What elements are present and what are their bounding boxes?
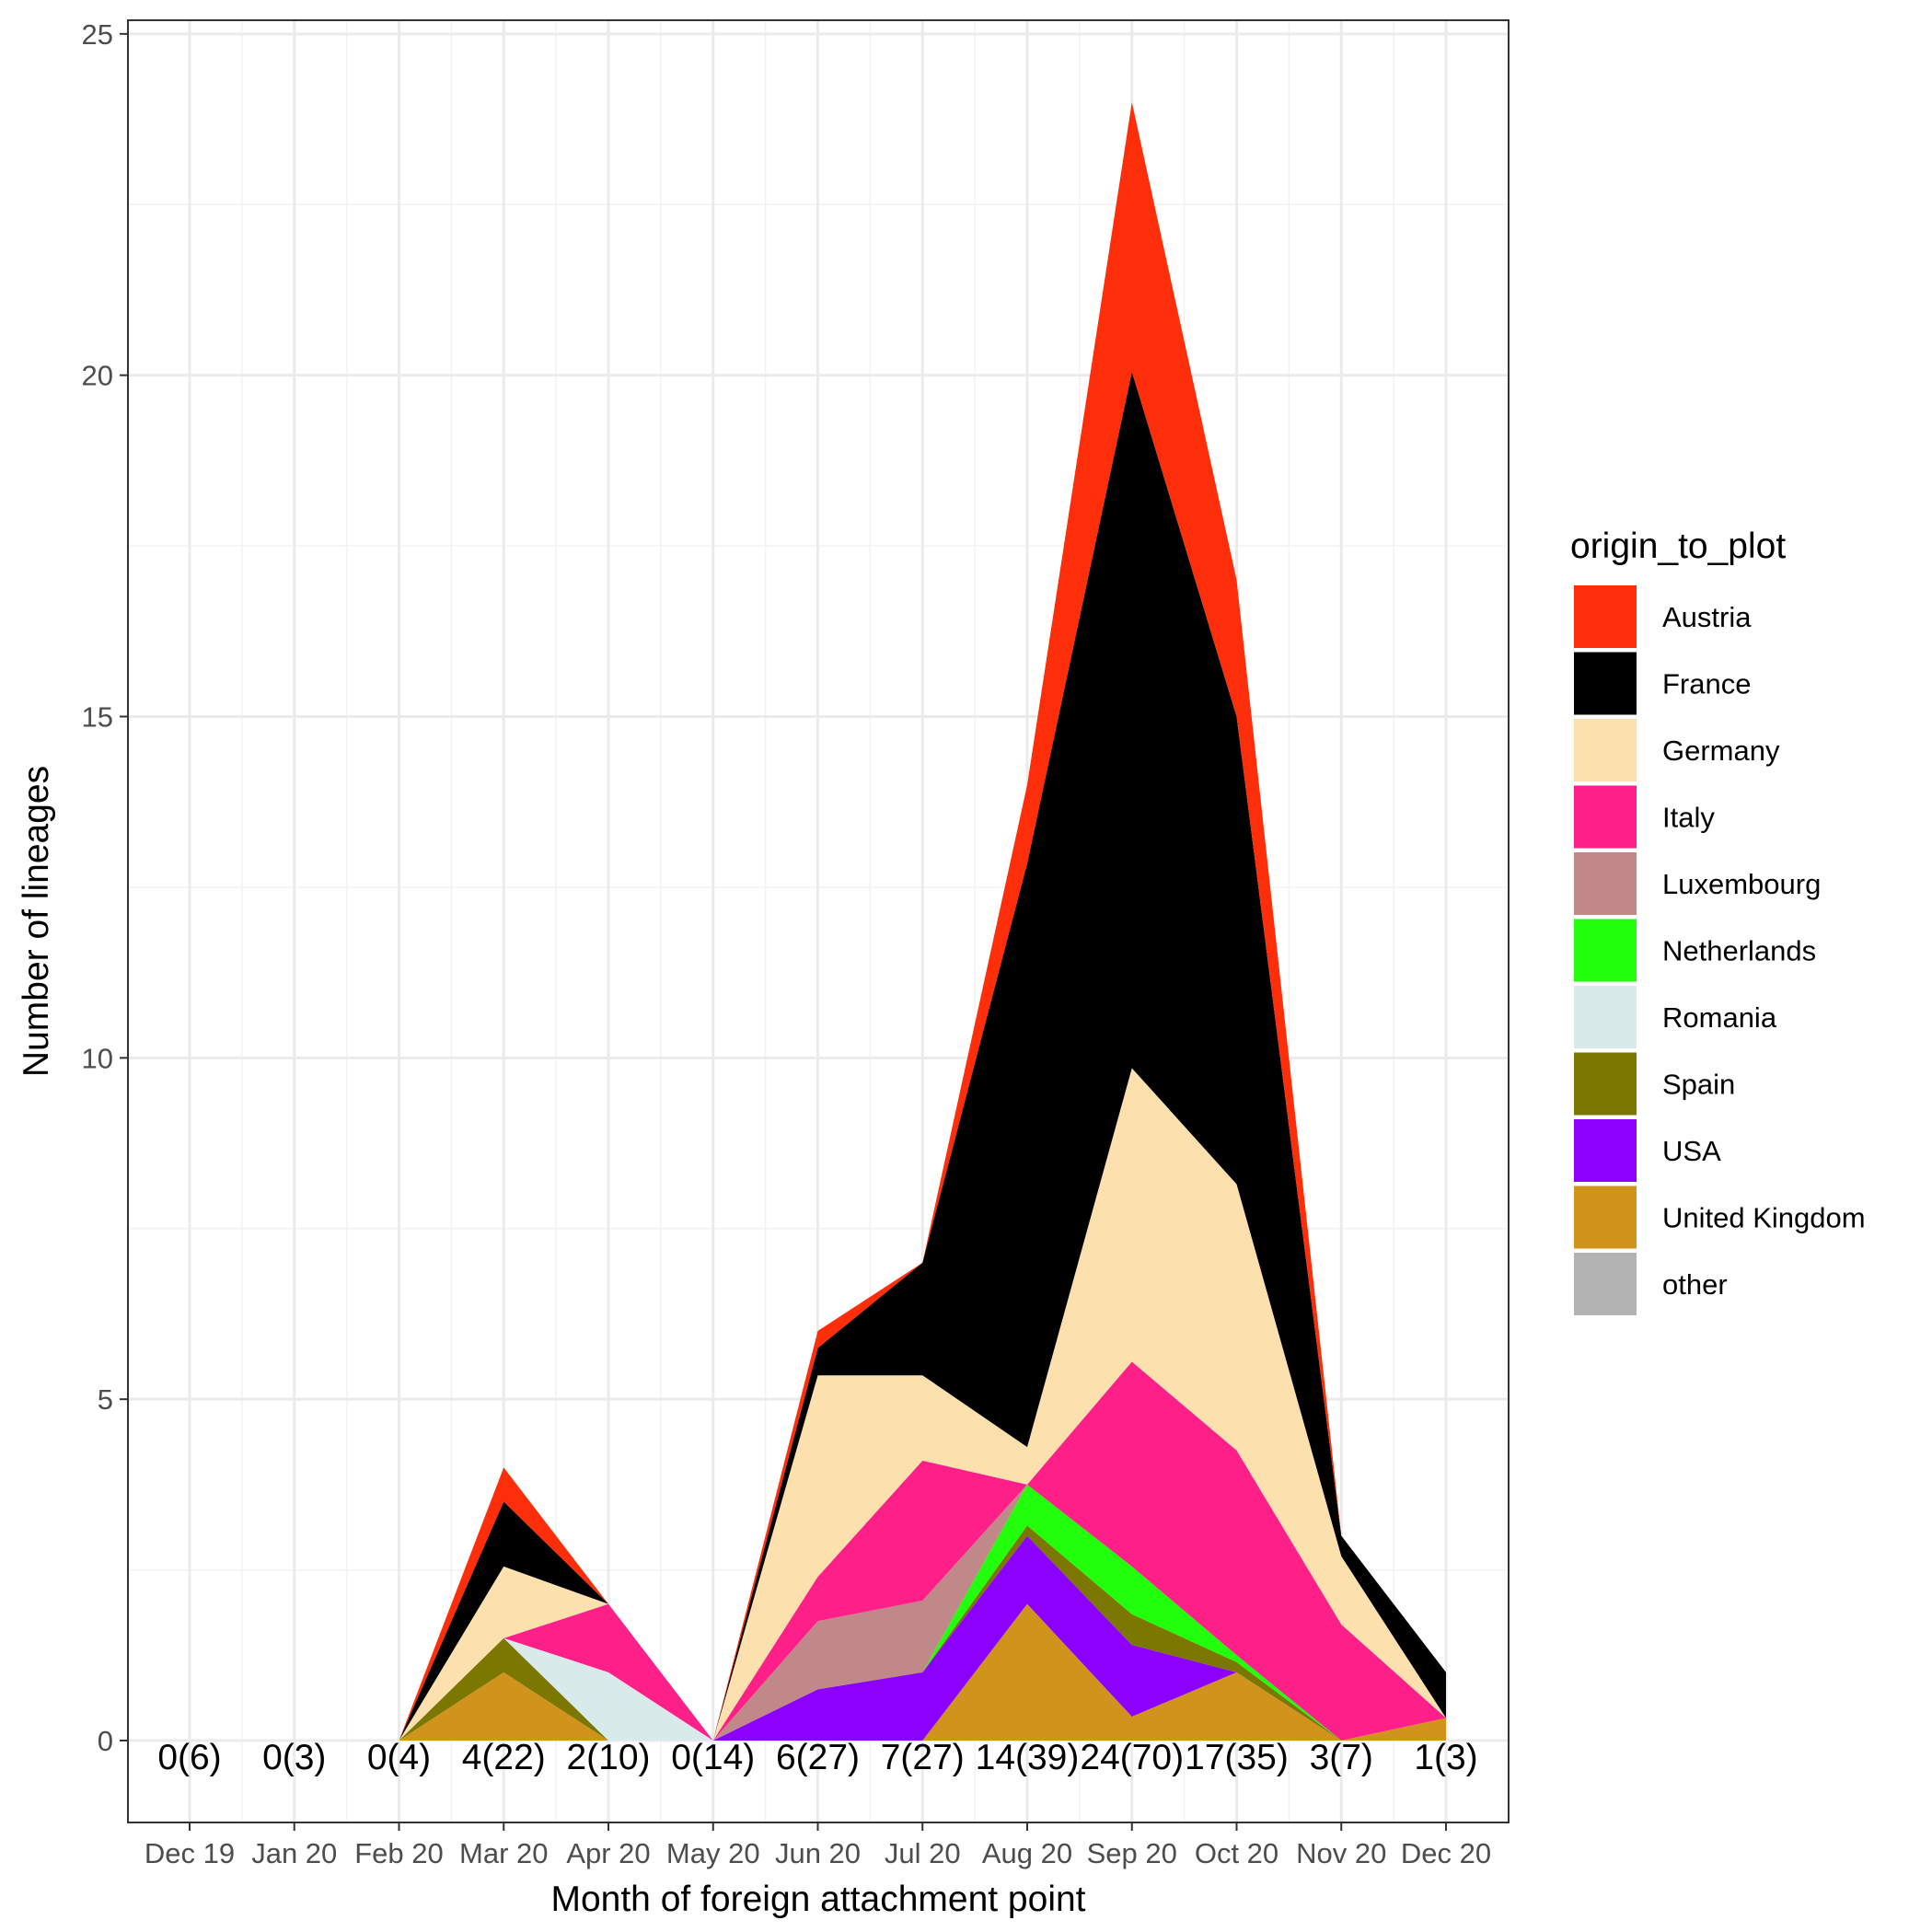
count-labels: 0(6) 0(3) 0(4) 4(22) 2(10) 0(14) 6(27) 7(27) 14(… <box>157 1738 1477 1777</box>
y-axis-title: Number of lineages <box>17 766 56 1077</box>
legend-key-france <box>1574 652 1637 715</box>
count-label: 0(14) <box>671 1738 755 1777</box>
count-label: 1(3) <box>1414 1738 1477 1777</box>
area-italy <box>190 1361 1446 1741</box>
legend-key-austria <box>1574 585 1637 648</box>
legend-title: origin_to_plot <box>1570 526 1786 566</box>
count-label: 6(27) <box>776 1738 860 1777</box>
x-tick-label: Sep 20 <box>1087 1837 1177 1869</box>
legend-key-other <box>1574 1253 1637 1315</box>
legend-label-usa: USA <box>1662 1135 1721 1167</box>
legend-label-united-kingdom: United Kingdom <box>1662 1202 1866 1234</box>
area-united-kingdom <box>190 1603 1446 1741</box>
legend-key-romania <box>1574 986 1637 1048</box>
x-tick-label: Apr 20 <box>566 1837 650 1869</box>
legend-key-usa <box>1574 1119 1637 1182</box>
legend-label-other: other <box>1662 1268 1728 1301</box>
legend: origin_to_plot Austria France Germany Italy… <box>1570 526 1866 1315</box>
count-label: 7(27) <box>881 1738 965 1777</box>
legend-label-austria: Austria <box>1662 601 1752 633</box>
legend-key-luxembourg <box>1574 852 1637 915</box>
x-tick-label: May 20 <box>666 1837 760 1869</box>
legend-label-spain: Spain <box>1662 1069 1735 1101</box>
legend-label-france: France <box>1662 668 1751 700</box>
legend-items: Austria France Germany Italy Luxembourg Nethe… <box>1574 585 1866 1315</box>
y-axis: 0 5 10 15 20 25 <box>82 18 128 1757</box>
x-tick-label: Dec 19 <box>145 1837 235 1869</box>
y-tick-label: 0 <box>98 1725 113 1757</box>
legend-key-united-kingdom <box>1574 1186 1637 1249</box>
legend-label-netherlands: Netherlands <box>1662 935 1816 967</box>
count-label: 2(10) <box>566 1738 650 1777</box>
area-luxembourg <box>190 1484 1446 1741</box>
count-label: 0(3) <box>262 1738 326 1777</box>
count-label: 24(70) <box>1080 1738 1184 1777</box>
count-label: 3(7) <box>1310 1738 1373 1777</box>
y-tick-label: 20 <box>82 360 113 392</box>
x-tick-label: Jun 20 <box>775 1837 861 1869</box>
area-germany <box>190 1068 1446 1741</box>
count-label: 4(22) <box>462 1738 546 1777</box>
x-tick-label: Jul 20 <box>885 1837 961 1869</box>
x-tick-label: Jan 20 <box>251 1837 337 1869</box>
x-tick-label: Oct 20 <box>1195 1837 1278 1869</box>
x-tick-label: Dec 20 <box>1401 1837 1491 1869</box>
y-tick-label: 25 <box>82 18 113 51</box>
legend-label-luxembourg: Luxembourg <box>1662 868 1821 900</box>
legend-key-netherlands <box>1574 919 1637 982</box>
count-label: 14(39) <box>976 1738 1080 1777</box>
area-france <box>190 371 1446 1741</box>
legend-label-italy: Italy <box>1662 802 1715 834</box>
legend-key-italy <box>1574 785 1637 849</box>
y-tick-label: 15 <box>82 701 113 734</box>
area-layers <box>190 102 1446 1741</box>
x-axis: Dec 19 Jan 20 Feb 20 Mar 20 Apr 20 May 20 Jun … <box>145 1822 1491 1869</box>
count-label: 0(4) <box>367 1738 431 1777</box>
x-tick-label: Aug 20 <box>982 1837 1072 1869</box>
y-tick-label: 10 <box>82 1042 113 1074</box>
count-label: 0(6) <box>157 1738 221 1777</box>
x-tick-label: Nov 20 <box>1296 1837 1386 1869</box>
x-tick-label: Feb 20 <box>354 1837 444 1869</box>
area-usa <box>190 1535 1446 1741</box>
x-axis-title: Month of foreign attachment point <box>550 1880 1085 1919</box>
legend-key-germany <box>1574 719 1637 781</box>
legend-label-romania: Romania <box>1662 1001 1777 1034</box>
x-tick-label: Mar 20 <box>459 1837 548 1869</box>
y-tick-label: 5 <box>98 1383 113 1416</box>
count-label: 17(35) <box>1185 1738 1289 1777</box>
legend-label-germany: Germany <box>1662 735 1780 767</box>
legend-key-spain <box>1574 1052 1637 1116</box>
